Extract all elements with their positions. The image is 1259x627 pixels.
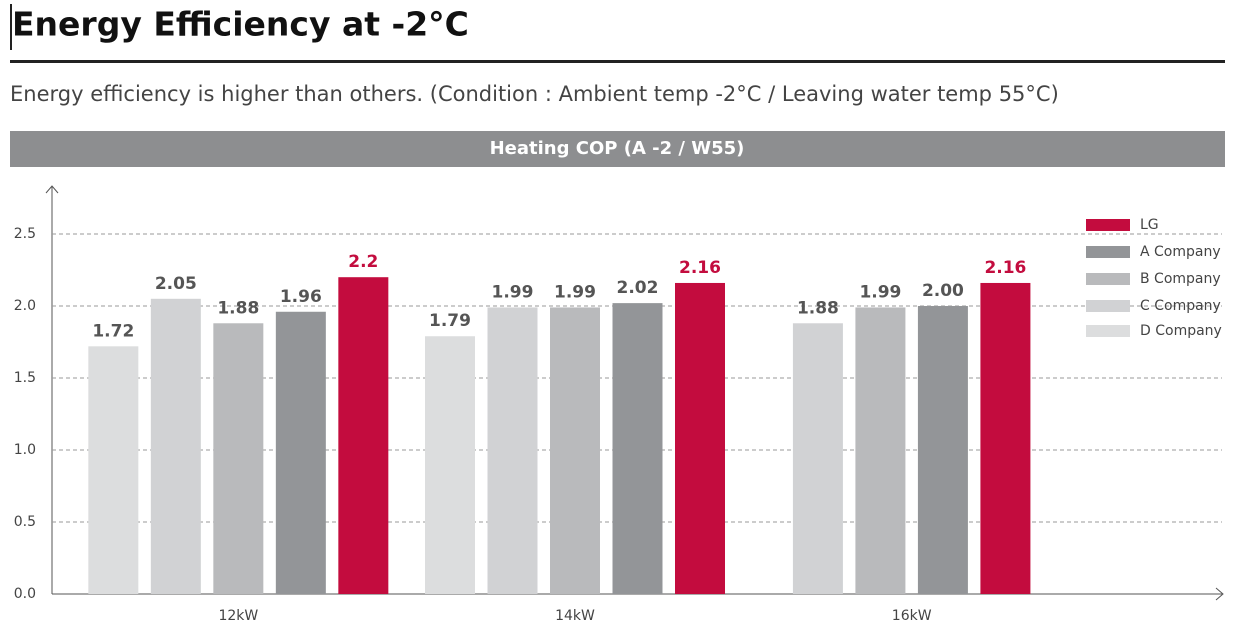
legend-label: A Company <box>1140 244 1221 260</box>
value-label: 1.72 <box>92 321 134 341</box>
chart-header <box>10 131 1225 167</box>
legend-label: B Company <box>1140 271 1221 287</box>
bar <box>487 307 538 594</box>
chart-title: Heating COP (A -2 / W55) <box>490 138 745 159</box>
page-title: Energy Efficiency at -2°C <box>12 5 469 44</box>
value-label: 1.99 <box>492 282 534 302</box>
value-label: 1.99 <box>859 282 901 302</box>
y-tick-label: 2.5 <box>14 226 36 242</box>
value-label: 1.99 <box>554 282 596 302</box>
value-label: 1.88 <box>797 298 839 318</box>
legend-label: D Company <box>1140 323 1222 339</box>
legend-label: C Company <box>1140 298 1221 314</box>
bar <box>980 282 1031 594</box>
value-label: 1.96 <box>280 287 322 307</box>
subtitle: Energy efficiency is higher than others.… <box>10 82 1059 106</box>
y-tick-label: 0.0 <box>14 586 36 602</box>
legend-swatch <box>1086 246 1130 258</box>
legend-swatch <box>1086 219 1130 231</box>
value-label: 2.02 <box>617 278 659 298</box>
bar <box>88 346 139 594</box>
legend-swatch <box>1086 325 1130 337</box>
x-tick-label: 16kW <box>892 608 932 624</box>
legend-swatch <box>1086 300 1130 312</box>
title-rule <box>10 60 1225 63</box>
bar <box>917 306 968 594</box>
value-label: 2.2 <box>348 252 378 272</box>
legend-label: LG <box>1140 217 1159 233</box>
value-label: 2.16 <box>984 258 1026 278</box>
y-tick-label: 1.0 <box>14 442 36 458</box>
y-axis-arrow <box>45 185 59 194</box>
x-tick-label: 14kW <box>555 608 595 624</box>
bar <box>550 307 600 594</box>
bar <box>675 282 725 594</box>
bar <box>612 303 663 594</box>
bar <box>213 323 264 594</box>
x-tick-label: 12kW <box>218 608 258 624</box>
value-label: 2.00 <box>922 281 964 301</box>
x-axis-arrow <box>1215 587 1224 601</box>
value-label: 2.16 <box>679 258 721 278</box>
y-tick-label: 0.5 <box>14 514 36 530</box>
legend-swatch <box>1086 273 1130 285</box>
bar <box>275 311 326 594</box>
bar <box>150 298 201 594</box>
bar <box>855 307 906 594</box>
value-label: 2.05 <box>155 274 197 294</box>
bar <box>338 277 389 594</box>
bar <box>792 323 843 594</box>
y-tick-label: 2.0 <box>14 298 36 314</box>
y-tick-label: 1.5 <box>14 370 36 386</box>
value-label: 1.79 <box>429 311 471 331</box>
bar <box>425 336 475 594</box>
value-label: 1.88 <box>217 298 259 318</box>
